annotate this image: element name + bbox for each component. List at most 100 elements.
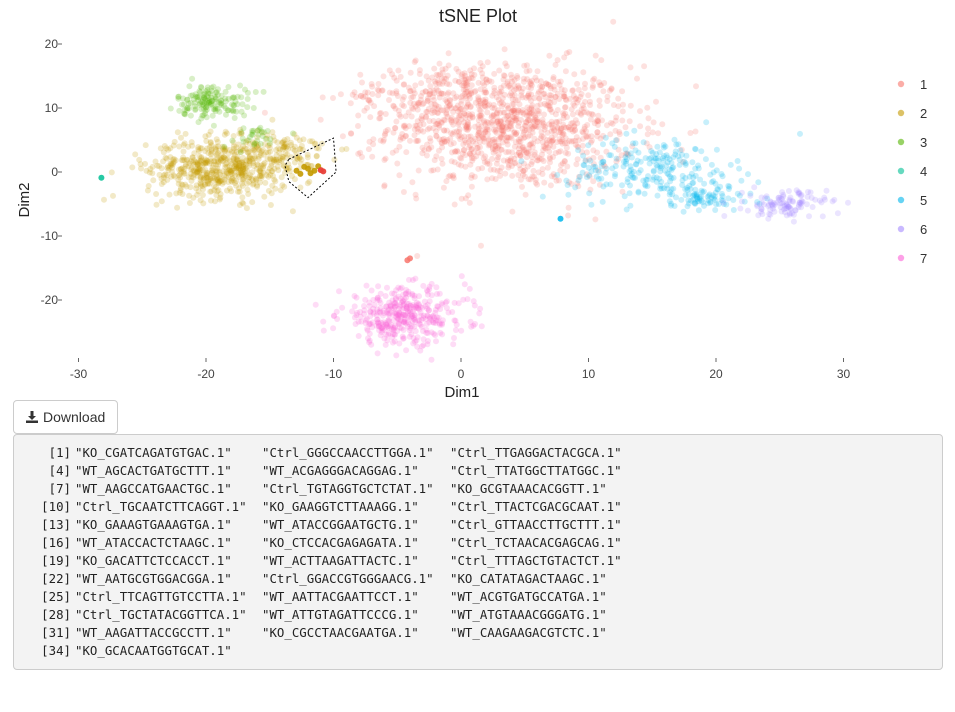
- legend-item-1[interactable]: 1: [897, 77, 927, 92]
- point: [456, 114, 463, 121]
- point: [204, 170, 211, 177]
- point: [167, 154, 174, 161]
- legend-item-3[interactable]: 3: [897, 135, 927, 150]
- point: [415, 305, 422, 312]
- point: [628, 154, 635, 161]
- output-cell: "WT_AAGATTACCGCCTT.1": [75, 625, 232, 640]
- point: [209, 164, 216, 171]
- point: [706, 192, 712, 199]
- legend-item-7[interactable]: 7: [897, 251, 927, 266]
- point: [529, 154, 535, 160]
- point: [789, 198, 796, 204]
- point: [241, 171, 248, 178]
- point: [783, 205, 790, 212]
- point: [594, 117, 601, 124]
- legend-item-5[interactable]: 5: [897, 193, 927, 208]
- point: [533, 77, 540, 84]
- series-2: [101, 116, 350, 215]
- point: [207, 102, 214, 109]
- point: [246, 178, 253, 185]
- point: [472, 87, 479, 94]
- point: [222, 145, 229, 152]
- point: [785, 188, 792, 194]
- point: [204, 145, 210, 152]
- point: [376, 110, 383, 117]
- point: [500, 157, 507, 164]
- point: [528, 104, 535, 111]
- legend-item-6[interactable]: 6: [897, 222, 927, 237]
- point: [264, 128, 271, 134]
- point: [240, 161, 247, 168]
- point: [212, 145, 219, 152]
- point: [380, 73, 387, 80]
- point: [511, 130, 518, 136]
- point: [408, 94, 415, 101]
- point: [736, 165, 743, 172]
- point: [428, 292, 435, 299]
- point: [560, 91, 567, 97]
- point: [207, 151, 214, 158]
- point: [240, 125, 247, 132]
- point: [218, 92, 225, 99]
- legend-item-2[interactable]: 2: [897, 106, 927, 121]
- point: [579, 128, 586, 135]
- point: [569, 111, 576, 118]
- point: [503, 124, 510, 131]
- point: [187, 184, 194, 191]
- point: [557, 138, 564, 145]
- point: [700, 188, 707, 195]
- point: [425, 106, 432, 112]
- point: [447, 101, 454, 108]
- point: [368, 287, 375, 294]
- point: [455, 78, 462, 85]
- point: [624, 176, 631, 182]
- output-cell: "Ctrl_TTACTCGACGCAAT.1": [450, 499, 622, 514]
- point: [240, 164, 247, 170]
- point: [150, 177, 157, 184]
- point: [694, 198, 701, 205]
- legend-item-4[interactable]: 4: [897, 164, 927, 179]
- point: [296, 146, 303, 153]
- point: [271, 137, 278, 144]
- point: [477, 66, 484, 73]
- point: [330, 95, 336, 101]
- point: [298, 142, 305, 149]
- point: [210, 161, 217, 168]
- point: [177, 174, 184, 181]
- point: [408, 113, 415, 120]
- point: [494, 107, 501, 114]
- point: [296, 154, 303, 161]
- point: [389, 297, 396, 304]
- point: [465, 124, 472, 131]
- point: [637, 158, 644, 165]
- point: [251, 155, 258, 162]
- point: [426, 319, 433, 326]
- point: [251, 148, 258, 155]
- point: [412, 275, 419, 282]
- point: [196, 169, 203, 176]
- point: [466, 92, 472, 99]
- point: [197, 177, 204, 184]
- point: [601, 163, 608, 170]
- point: [220, 154, 227, 161]
- point: [734, 158, 741, 164]
- point: [534, 119, 541, 125]
- point: [374, 295, 381, 302]
- point: [214, 105, 221, 112]
- point: [692, 128, 699, 135]
- point: [255, 162, 262, 169]
- point: [407, 325, 414, 332]
- point: [424, 338, 431, 344]
- point: [178, 181, 185, 188]
- point: [805, 188, 811, 195]
- point: [404, 257, 411, 264]
- download-button[interactable]: Download: [13, 400, 119, 434]
- point: [563, 124, 569, 131]
- point: [665, 171, 672, 178]
- lasso-selection[interactable]: [284, 137, 337, 199]
- point: [381, 327, 388, 333]
- point: [377, 115, 384, 122]
- point: [221, 143, 228, 150]
- point: [376, 327, 383, 334]
